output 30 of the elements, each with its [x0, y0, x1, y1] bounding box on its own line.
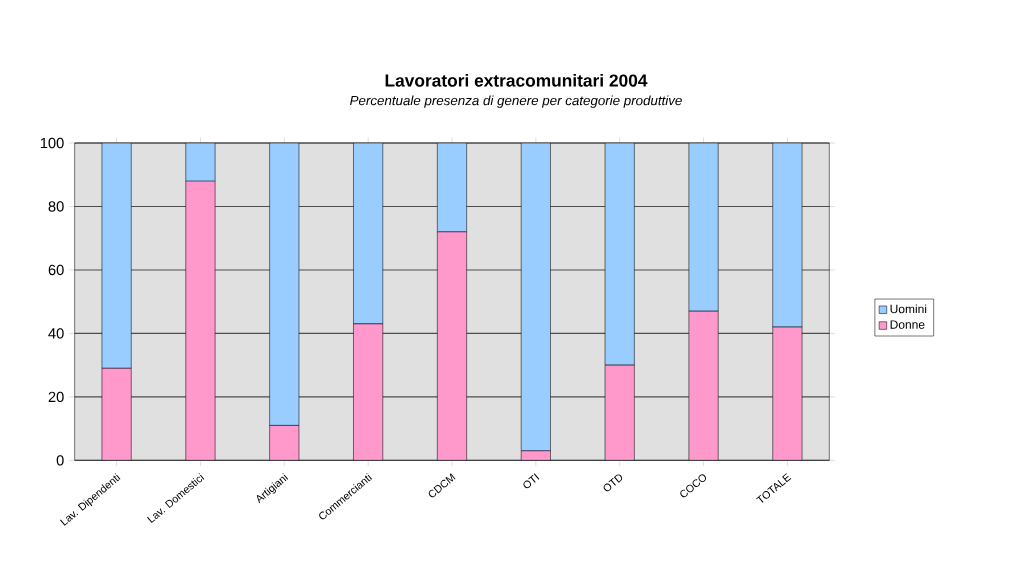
y-tick-label: 20: [48, 391, 64, 403]
y-tick-label: 0: [56, 455, 64, 466]
chart-title: Lavoratori extracomunitari 2004: [385, 73, 648, 87]
legend-label: Donne: [890, 320, 925, 329]
bar: [437, 143, 467, 233]
bar: [772, 143, 803, 328]
bar: [521, 450, 551, 461]
y-tick-label: 100: [40, 137, 64, 149]
y-tick-label: 40: [48, 328, 64, 339]
bar: [353, 143, 384, 325]
bar: [185, 180, 216, 461]
bar: [101, 143, 132, 369]
bar: [353, 323, 384, 461]
bar: [269, 143, 300, 426]
bar: [688, 143, 719, 312]
y-tick-label: 60: [48, 264, 64, 276]
y-tick-label: 80: [48, 201, 64, 212]
bar: [772, 326, 803, 461]
x-tick-label: OTD: [603, 474, 623, 492]
chart-subtitle: Percentuale presenza di genere per categorie produttive: [350, 95, 682, 108]
bar: [688, 310, 719, 461]
bar: [604, 364, 635, 461]
bar: [520, 143, 551, 452]
bar: [437, 231, 467, 461]
legend-label: Uomini: [890, 304, 927, 314]
bar: [101, 368, 132, 461]
bar: [185, 143, 216, 182]
bar: [604, 143, 635, 366]
x-tick-label: OTI: [523, 473, 540, 489]
bar: [269, 425, 300, 461]
